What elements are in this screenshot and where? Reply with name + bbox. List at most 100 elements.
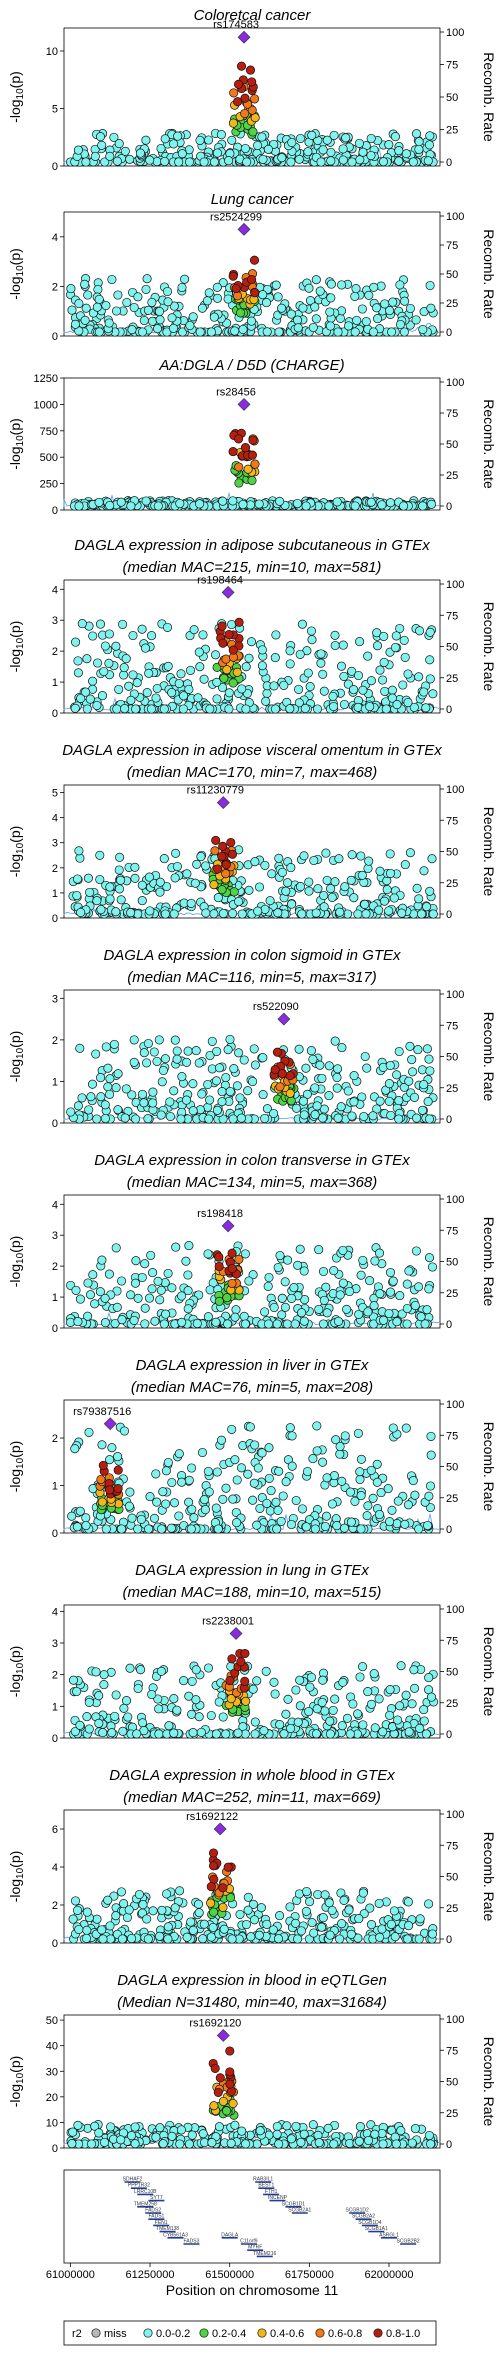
- snp-point: [327, 892, 337, 902]
- snp-point: [384, 140, 394, 150]
- snp-point: [85, 887, 95, 897]
- snp-point: [187, 1709, 197, 1719]
- snp-point: [92, 302, 102, 312]
- y-tick-label: 1: [52, 677, 58, 689]
- snp-point: [70, 703, 80, 713]
- gene-label: FEN1: [155, 2220, 168, 2226]
- snp-point: [112, 1302, 122, 1312]
- snp-point: [182, 869, 192, 879]
- snp-point: [299, 1316, 309, 1326]
- snp-point: [193, 1899, 204, 1909]
- snp-point: [235, 1093, 245, 1103]
- snp-point: [169, 1694, 179, 1704]
- snp-point: [287, 1461, 297, 1471]
- snp-point: [247, 274, 257, 285]
- snp-point: [363, 651, 373, 661]
- y-tick-label: 3: [52, 615, 58, 627]
- snp-point: [130, 873, 140, 883]
- lead-snp-label: rs198464: [197, 574, 243, 586]
- snp-point: [223, 1862, 233, 1872]
- snp-point: [408, 157, 418, 167]
- snp-point: [230, 2120, 240, 2130]
- snp-point: [268, 1925, 278, 1935]
- legend-swatch: [143, 2328, 153, 2338]
- snp-point: [104, 658, 114, 668]
- snp-point: [298, 303, 308, 313]
- snp-point: [238, 499, 248, 510]
- snp-point: [250, 1060, 260, 1070]
- snp-point: [354, 1914, 364, 1924]
- snp-point: [155, 887, 165, 897]
- snp-point: [184, 1475, 194, 1485]
- snp-point: [282, 878, 293, 888]
- snp-point: [412, 883, 422, 893]
- snp-point: [305, 1682, 315, 1692]
- snp-point: [217, 1097, 227, 1107]
- snp-point: [418, 501, 428, 511]
- snp-point: [385, 1267, 396, 1278]
- right-tick-label: 50: [446, 1667, 458, 1679]
- snp-point: [301, 501, 311, 511]
- right-tick-label: 0: [446, 1114, 452, 1126]
- snp-point: [81, 687, 91, 697]
- snp-point: [112, 156, 122, 166]
- snp-point: [212, 677, 222, 687]
- snp-point: [319, 1295, 329, 1305]
- snp-point: [285, 659, 295, 669]
- snp-point: [390, 132, 400, 142]
- snp-point: [107, 1728, 117, 1738]
- snp-point: [424, 1253, 435, 1263]
- snp-point: [105, 151, 115, 161]
- snp-point: [326, 156, 336, 166]
- snp-point: [221, 1072, 231, 1083]
- snp-point: [205, 1285, 215, 1295]
- snp-point: [325, 1930, 335, 1940]
- snp-point: [233, 1728, 243, 1738]
- snp-point: [366, 1699, 377, 1709]
- gene-track: SDHAF2PPP1R32LRRC10BSYT7TMEM258FADS2FADS…: [63, 2169, 441, 2264]
- snp-point: [124, 681, 134, 691]
- snp-point: [114, 139, 124, 149]
- snp-point: [84, 1724, 94, 1734]
- snp-point: [315, 286, 325, 296]
- snp-point: [167, 2131, 177, 2141]
- snp-point: [274, 327, 284, 337]
- snp-point: [366, 1465, 376, 1475]
- right-tick-label: 25: [446, 1083, 458, 1095]
- snp-point: [403, 697, 413, 708]
- gene-label: SCGB1D2: [345, 2208, 369, 2214]
- snp-point: [169, 139, 179, 149]
- snp-point: [240, 1319, 250, 1329]
- snp-point: [74, 501, 84, 511]
- snp-point: [424, 1054, 434, 1064]
- snp-point: [105, 500, 115, 511]
- snp-point: [398, 680, 408, 690]
- snp-point: [155, 315, 165, 325]
- snp-point: [327, 1499, 337, 1509]
- snp-point: [81, 303, 91, 313]
- snp-point: [207, 2138, 217, 2148]
- panel-title: (median MAC=252, min=11, max=669): [123, 1789, 381, 1806]
- snp-point: [355, 637, 365, 647]
- snp-point: [425, 655, 435, 665]
- snp-point: [194, 1058, 204, 1068]
- snp-point: [144, 1293, 155, 1303]
- snp-point: [236, 61, 247, 71]
- snp-point: [145, 1492, 155, 1502]
- snp-point: [311, 314, 321, 324]
- snp-point: [296, 2137, 306, 2147]
- snp-point: [339, 1523, 350, 1533]
- snp-point: [338, 144, 348, 154]
- snp-point: [249, 255, 260, 265]
- snp-point: [73, 656, 83, 666]
- snp-point: [99, 1680, 109, 1690]
- snp-point: [254, 1930, 264, 1940]
- snp-point: [292, 498, 302, 509]
- snp-point: [301, 1906, 311, 1916]
- snp-point: [135, 148, 145, 158]
- snp-point: [426, 499, 437, 509]
- snp-point: [348, 1699, 358, 1709]
- snp-point: [252, 1676, 262, 1686]
- snp-point: [394, 146, 404, 156]
- snp-point: [80, 279, 90, 289]
